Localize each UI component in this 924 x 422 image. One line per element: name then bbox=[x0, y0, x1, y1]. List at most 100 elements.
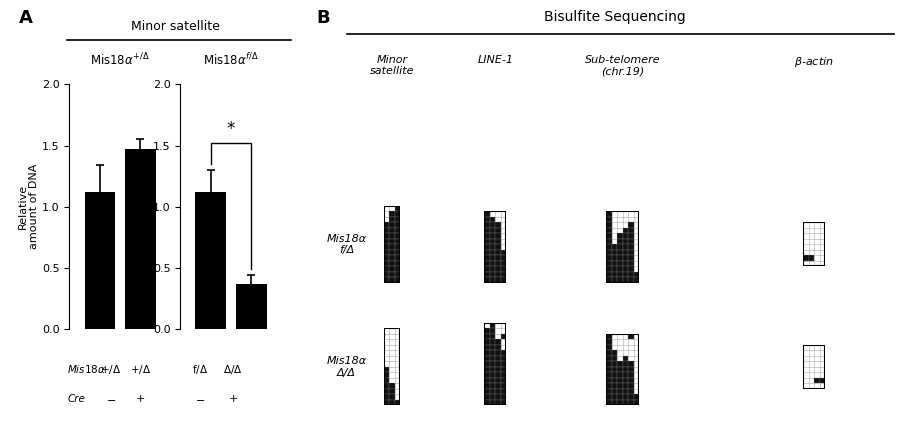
Bar bbox=[617, 367, 623, 372]
Bar bbox=[384, 222, 390, 228]
Bar bbox=[484, 372, 490, 378]
Bar bbox=[490, 250, 495, 255]
Bar bbox=[623, 255, 628, 261]
Bar bbox=[606, 356, 612, 361]
Bar bbox=[85, 192, 115, 329]
Text: $+$: $+$ bbox=[228, 393, 237, 404]
Text: Cre: Cre bbox=[67, 394, 85, 404]
Bar bbox=[606, 261, 612, 266]
Bar bbox=[623, 361, 628, 367]
Bar bbox=[628, 239, 634, 244]
Bar bbox=[390, 266, 395, 272]
Bar bbox=[617, 261, 623, 266]
Bar bbox=[612, 272, 617, 277]
Bar bbox=[623, 367, 628, 372]
Bar bbox=[484, 277, 490, 283]
Bar bbox=[623, 239, 628, 244]
Bar bbox=[395, 233, 400, 239]
Bar bbox=[612, 394, 617, 400]
Bar bbox=[623, 228, 628, 233]
Bar bbox=[395, 277, 400, 283]
Bar bbox=[606, 272, 612, 277]
Bar bbox=[484, 394, 490, 400]
Bar bbox=[623, 261, 628, 266]
Bar bbox=[501, 378, 506, 383]
Bar bbox=[395, 222, 400, 228]
Bar bbox=[490, 266, 495, 272]
Bar bbox=[384, 383, 390, 389]
Bar bbox=[606, 250, 612, 255]
Bar bbox=[495, 261, 501, 266]
Bar bbox=[495, 378, 501, 383]
Bar bbox=[628, 383, 634, 389]
Bar bbox=[628, 244, 634, 250]
Bar bbox=[484, 361, 490, 367]
Bar bbox=[606, 367, 612, 372]
Bar bbox=[484, 239, 490, 244]
Bar bbox=[617, 272, 623, 277]
Bar bbox=[612, 250, 617, 255]
Bar bbox=[384, 277, 390, 283]
Bar bbox=[623, 394, 628, 400]
Bar bbox=[484, 272, 490, 277]
Bar bbox=[495, 272, 501, 277]
Bar bbox=[617, 383, 623, 389]
Bar bbox=[814, 378, 820, 383]
Bar bbox=[495, 239, 501, 244]
Bar bbox=[628, 222, 634, 228]
Bar bbox=[484, 266, 490, 272]
Bar bbox=[484, 378, 490, 383]
Bar bbox=[501, 266, 506, 272]
Bar bbox=[606, 339, 612, 345]
Text: $\Delta$/$\Delta$: $\Delta$/$\Delta$ bbox=[223, 363, 243, 376]
Bar bbox=[628, 233, 634, 239]
Bar bbox=[495, 367, 501, 372]
Bar bbox=[606, 361, 612, 367]
Bar bbox=[490, 339, 495, 345]
Bar bbox=[501, 383, 506, 389]
Bar bbox=[501, 272, 506, 277]
Bar bbox=[484, 345, 490, 350]
Bar bbox=[384, 244, 390, 250]
Bar bbox=[196, 192, 225, 329]
Bar bbox=[390, 233, 395, 239]
Bar bbox=[617, 266, 623, 272]
Text: Mis18α
Δ/Δ: Mis18α Δ/Δ bbox=[326, 356, 367, 378]
Bar bbox=[628, 372, 634, 378]
Bar bbox=[484, 261, 490, 266]
Bar bbox=[390, 228, 395, 233]
Bar bbox=[384, 389, 390, 394]
Bar bbox=[628, 266, 634, 272]
Bar bbox=[612, 356, 617, 361]
Bar bbox=[395, 400, 400, 405]
Bar bbox=[395, 250, 400, 255]
Bar bbox=[634, 272, 639, 277]
Bar bbox=[606, 400, 612, 405]
Bar bbox=[384, 394, 390, 400]
Bar bbox=[612, 350, 617, 356]
Bar bbox=[628, 250, 634, 255]
Bar bbox=[623, 250, 628, 255]
Bar bbox=[384, 239, 390, 244]
Bar bbox=[495, 400, 501, 405]
Bar bbox=[623, 356, 628, 361]
Bar bbox=[390, 211, 395, 217]
Bar bbox=[395, 266, 400, 272]
Bar bbox=[126, 149, 155, 329]
Bar bbox=[390, 244, 395, 250]
Bar bbox=[484, 250, 490, 255]
Bar bbox=[606, 233, 612, 239]
Bar bbox=[495, 250, 501, 255]
Bar bbox=[617, 239, 623, 244]
Bar bbox=[490, 389, 495, 394]
Bar bbox=[384, 228, 390, 233]
Bar bbox=[484, 339, 490, 345]
Bar bbox=[490, 378, 495, 383]
Bar bbox=[623, 266, 628, 272]
Bar bbox=[384, 372, 390, 378]
Bar bbox=[490, 394, 495, 400]
Text: Sub-telomere
(chr.19): Sub-telomere (chr.19) bbox=[585, 55, 661, 76]
Bar bbox=[617, 233, 623, 239]
Bar bbox=[606, 217, 612, 222]
Bar bbox=[628, 394, 634, 400]
